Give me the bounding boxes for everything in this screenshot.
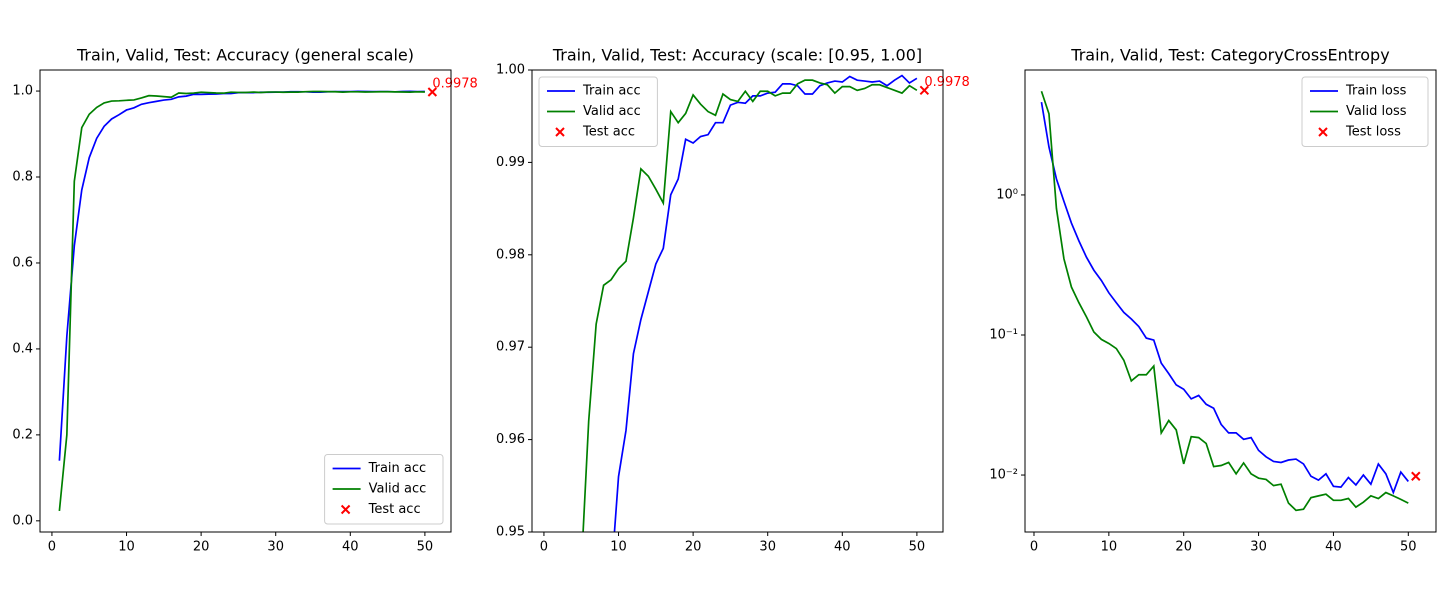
- series-line: [613, 74, 918, 532]
- y-tick-label: 0.0: [12, 513, 33, 528]
- plot-area: [1040, 90, 1409, 512]
- x-tick-label: 40: [1325, 540, 1342, 555]
- panel: Train, Valid, Test: CategoryCrossEntropy…: [989, 46, 1437, 555]
- y-tick-label: 0.6: [12, 255, 33, 270]
- legend-label: Test acc: [368, 502, 421, 517]
- series-line: [1040, 90, 1409, 512]
- y-tick-label: 1.0: [12, 84, 33, 99]
- plot-area: [582, 74, 918, 532]
- series-line: [1040, 101, 1409, 495]
- value-label: 0.9978: [924, 75, 970, 90]
- x-tick-label: 20: [193, 540, 210, 555]
- legend: Train loss Valid loss Test loss: [1301, 76, 1429, 147]
- legend: Train acc Valid acc Test acc: [538, 76, 658, 147]
- legend-marker: [555, 127, 565, 137]
- legend-label: Train acc: [582, 84, 641, 99]
- x-tick-label: 0: [48, 540, 56, 555]
- x-tick-label: 30: [267, 540, 284, 555]
- series-line: [582, 79, 918, 532]
- legend: Train acc Valid acc Test acc: [324, 454, 444, 525]
- axes-frame: [1024, 69, 1437, 533]
- x-tick-label: 50: [909, 540, 926, 555]
- series-line: [58, 90, 425, 461]
- axes-frame: [531, 69, 944, 533]
- value-label: 0.9978: [432, 77, 478, 92]
- legend-label: Train acc: [368, 461, 427, 476]
- chart-title: Train, Valid, Test: Accuracy (scale: [0.…: [552, 46, 922, 65]
- x-tick-label: 10: [610, 540, 627, 555]
- legend-label: Test loss: [1345, 125, 1401, 140]
- x-tick-label: 10: [118, 540, 135, 555]
- plot-area: [58, 90, 425, 512]
- x-tick-label: 50: [1400, 540, 1417, 555]
- test-marker: [427, 87, 438, 97]
- legend-marker: [340, 504, 351, 515]
- x-tick-label: 20: [1175, 540, 1192, 555]
- x-tick-label: 50: [417, 540, 434, 555]
- chart-title: Train, Valid, Test: Accuracy (general sc…: [76, 46, 414, 65]
- series-line: [58, 90, 425, 512]
- legend-box: [1301, 76, 1429, 147]
- y-tick-label: 1.00: [496, 63, 525, 78]
- y-tick-label: 0.4: [12, 341, 33, 356]
- y-tick-label: 10⁻¹: [989, 327, 1018, 342]
- panel: Train, Valid, Test: Accuracy (scale: [0.…: [496, 46, 970, 555]
- legend-label: Train loss: [1345, 84, 1407, 99]
- y-tick-label: 0.99: [496, 155, 525, 170]
- x-tick-label: 20: [685, 540, 702, 555]
- legend-label: Valid acc: [369, 482, 427, 497]
- legend-box: [324, 454, 444, 525]
- y-tick-label: 0.2: [12, 427, 33, 442]
- panel: Train, Valid, Test: Accuracy (general sc…: [12, 46, 478, 555]
- x-tick-label: 30: [759, 540, 776, 555]
- legend-label: Valid loss: [1346, 104, 1407, 119]
- axes-frame: [39, 69, 452, 533]
- y-tick-label: 0.96: [496, 432, 525, 447]
- x-tick-label: 0: [540, 540, 548, 555]
- y-tick-label: 0.97: [496, 340, 525, 355]
- chart-title: Train, Valid, Test: CategoryCrossEntropy: [1070, 46, 1389, 65]
- test-marker: [919, 85, 930, 96]
- y-tick-label: 0.98: [496, 247, 525, 262]
- x-tick-label: 10: [1101, 540, 1118, 555]
- legend-marker: [1318, 127, 1328, 137]
- legend-label: Valid acc: [583, 104, 641, 119]
- y-tick-label: 0.95: [496, 525, 525, 540]
- legend-box: [538, 76, 658, 147]
- x-tick-label: 0: [1030, 540, 1038, 555]
- y-tick-label: 0.8: [12, 170, 33, 185]
- y-tick-label: 10⁰: [996, 187, 1018, 202]
- test-marker: [1411, 471, 1421, 481]
- x-tick-label: 40: [342, 540, 359, 555]
- y-tick-label: 10⁻²: [989, 468, 1018, 483]
- x-tick-label: 40: [834, 540, 851, 555]
- legend-label: Test acc: [582, 125, 635, 140]
- x-tick-label: 30: [1250, 540, 1267, 555]
